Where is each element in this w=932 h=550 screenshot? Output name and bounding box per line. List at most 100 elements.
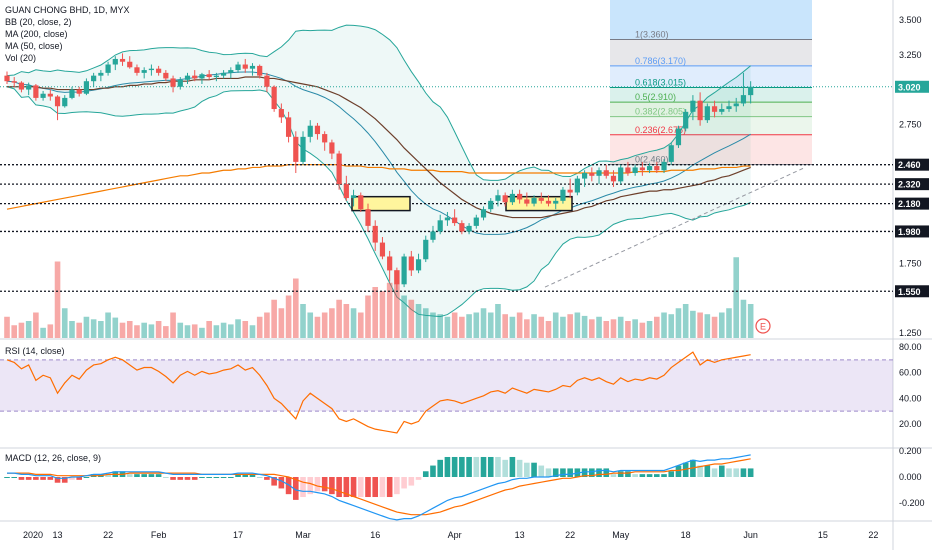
volume-bar	[466, 314, 472, 338]
price-tick-label: 1.250	[899, 328, 922, 338]
macd-tick-label: 0.000	[899, 472, 922, 482]
volume-bar	[444, 316, 451, 338]
macd-histogram-bar	[740, 468, 747, 477]
fib-zone	[610, 65, 812, 88]
macd-histogram-bar	[242, 474, 249, 477]
price-tag-bg	[895, 225, 929, 238]
candle-body	[119, 58, 126, 62]
candle-body	[437, 220, 443, 232]
candle-body	[228, 70, 234, 73]
macd-histogram-bar	[25, 477, 32, 480]
candle	[545, 195, 552, 207]
volume-bar	[285, 295, 292, 338]
candle	[365, 203, 371, 232]
candle	[524, 192, 530, 207]
candle	[54, 95, 61, 121]
time-tick-label: 2020	[23, 530, 43, 540]
macd-histogram-bar	[278, 477, 285, 489]
candle	[538, 192, 544, 204]
candle	[387, 250, 393, 282]
ma200-legend[interactable]: MA (200, close)	[5, 29, 68, 39]
ma50-legend[interactable]: MA (50, close)	[5, 41, 63, 51]
fib-zone	[610, 39, 812, 66]
volume-bar	[437, 314, 443, 338]
candle	[430, 225, 436, 243]
macd-histogram-bar	[661, 474, 667, 477]
candle	[206, 70, 212, 80]
fibonacci-retracement[interactable]: 1(3.360) 0.786(3.170) 0.618(3.015) 0.5(2.91…	[610, 0, 812, 166]
vol-legend[interactable]: Vol (20)	[5, 53, 37, 63]
candle	[574, 175, 580, 196]
candle-body	[69, 89, 75, 98]
candle	[748, 81, 754, 104]
volume-bar	[617, 316, 624, 338]
macd-histogram-bar	[596, 468, 602, 477]
volume-bar	[40, 327, 46, 338]
candle	[639, 161, 645, 176]
earnings-marker: E	[755, 318, 771, 334]
volume-bar	[163, 326, 169, 338]
candle-body	[444, 217, 451, 221]
price-tag-bg	[895, 285, 929, 298]
candle	[322, 131, 328, 151]
earnings-circle	[755, 318, 771, 334]
volume-bar	[126, 321, 133, 338]
volume-bar	[105, 312, 111, 338]
macd-histogram-bar	[47, 477, 54, 480]
candle	[293, 131, 299, 174]
rsi-tick-label: 60.00	[899, 368, 922, 378]
candle-body	[545, 200, 552, 204]
price-tick-label: 3.250	[899, 50, 922, 60]
volume-bar	[249, 325, 256, 338]
candle	[711, 100, 718, 118]
price-tag-label: 2.460	[898, 160, 921, 170]
candle	[567, 178, 573, 199]
candle	[69, 86, 75, 100]
bollinger-bands	[6, 24, 751, 318]
macd-histogram-bar	[264, 477, 270, 480]
macd-histogram-bar	[415, 477, 422, 480]
candle	[437, 214, 443, 235]
candle	[531, 195, 537, 207]
candle-body	[502, 195, 508, 203]
volume-bar	[480, 308, 487, 338]
bb-legend[interactable]: BB (20, close, 2)	[5, 17, 72, 27]
volume-bars: E	[4, 257, 771, 338]
candle-body	[83, 81, 90, 94]
macd-histogram-bar	[134, 474, 140, 477]
price-tick-label: 1.750	[899, 258, 922, 268]
candle-body	[668, 145, 674, 162]
candle-body	[567, 189, 573, 193]
macd-legend[interactable]: MACD (12, 26, close, 9)	[5, 453, 102, 463]
candle-body	[98, 72, 104, 76]
macd-histogram-bar	[61, 477, 68, 483]
volume-bar	[408, 299, 415, 338]
volume-bar	[177, 322, 184, 338]
rsi-legend[interactable]: RSI (14, close)	[5, 346, 65, 356]
macd-histogram-bar	[350, 477, 357, 498]
symbol-title[interactable]: GUAN CHONG BHD, 1D, MYX	[5, 5, 130, 15]
candle	[112, 56, 118, 71]
candle-body	[394, 270, 400, 285]
macd-line	[7, 454, 751, 521]
candle-body	[112, 58, 118, 65]
support-resistance-levels[interactable]	[0, 86, 893, 292]
candle-body	[690, 100, 696, 112]
candle-body	[127, 61, 133, 68]
candle	[228, 67, 234, 79]
volume-bar	[516, 312, 523, 338]
volume-bar	[155, 321, 162, 338]
candle-body	[372, 225, 378, 243]
price-axis[interactable]: 3.500 3.250 3.020 2.750 2.460 2.320 2.180 1.980…	[895, 15, 929, 508]
volume-bar	[747, 304, 754, 338]
candle	[105, 61, 111, 76]
macd-histogram-bar	[733, 468, 740, 477]
candle-body	[379, 242, 386, 257]
price-tag-label: 2.320	[898, 180, 921, 190]
candle-body	[192, 75, 198, 79]
volume-bar	[560, 316, 566, 338]
volume-bar	[487, 312, 494, 338]
macd-histogram-bar	[33, 477, 39, 480]
time-axis[interactable]: 2020 13 22 Feb 17 Mar 16 Apr 13 22 May 18 Jun 15 22	[23, 530, 878, 540]
